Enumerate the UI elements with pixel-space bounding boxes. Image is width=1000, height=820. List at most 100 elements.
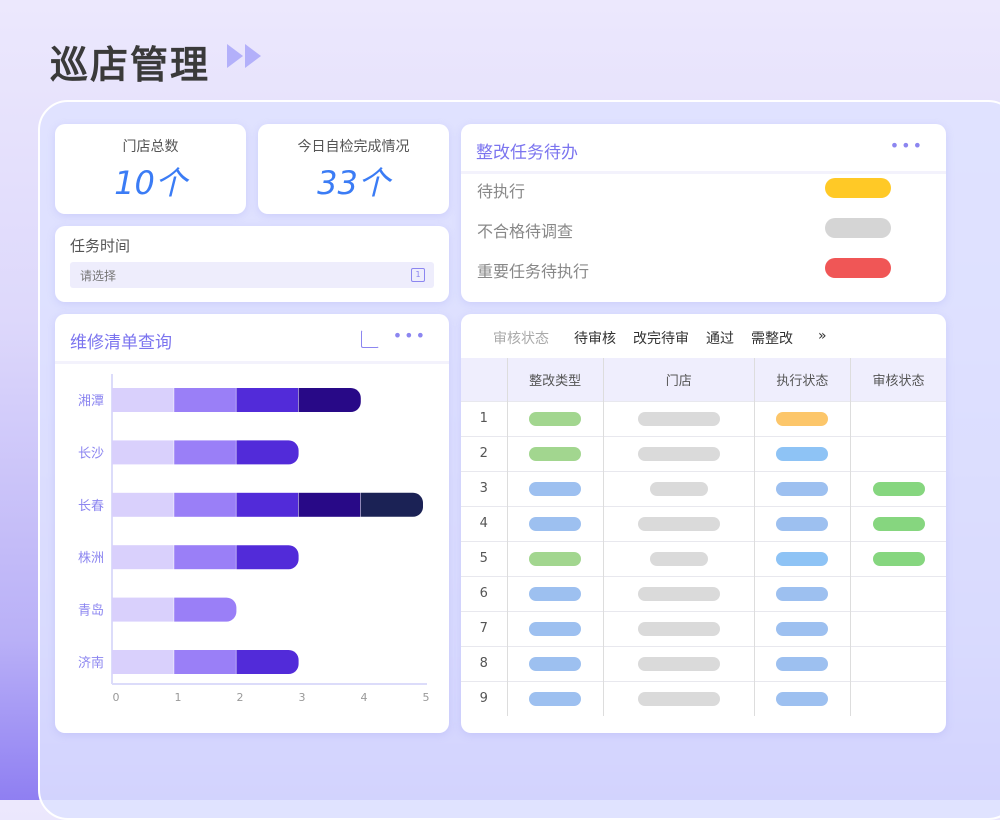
y-tick-label: 长春 (78, 499, 104, 514)
column-header: 审核状态 (850, 358, 946, 401)
todo-label: 重要任务待执行 (477, 262, 590, 281)
date-picker[interactable]: 请选择 1 (70, 262, 434, 288)
status-pill (776, 446, 829, 461)
row-number: 3 (461, 470, 507, 506)
bar-segment[interactable] (112, 597, 174, 622)
x-tick-label: 1 (175, 691, 182, 704)
status-pill (776, 586, 829, 601)
bar-segment[interactable] (236, 492, 299, 517)
y-tick-label: 长沙 (78, 446, 104, 461)
row-number: 4 (461, 505, 507, 541)
row-number: 5 (461, 540, 507, 576)
status-pill (776, 691, 829, 706)
todo-label: 不合格待调查 (477, 222, 574, 241)
row-number: 2 (461, 435, 507, 471)
more-tabs-button[interactable]: » (818, 328, 827, 344)
repair-title: 维修清单查询 (70, 333, 172, 353)
tab-pending[interactable]: 待审核 (574, 331, 616, 347)
tab-passed[interactable]: 通过 (706, 331, 734, 347)
status-pill (529, 446, 582, 461)
status-pill (529, 516, 582, 531)
bar-segment[interactable] (174, 650, 236, 674)
bar-segment[interactable] (236, 650, 299, 674)
table-row[interactable]: 4 (461, 505, 946, 541)
status-pill (529, 586, 582, 601)
page-title: 巡店管理 (50, 43, 211, 87)
task-time-label: 任务时间 (70, 237, 131, 255)
row-number: 1 (461, 400, 507, 436)
bar-segment[interactable] (112, 545, 174, 570)
stat-label: 门店总数 (122, 139, 179, 155)
x-tick-label: 4 (361, 691, 368, 704)
bar-segment[interactable] (174, 388, 236, 412)
x-tick-label: 5 (423, 691, 430, 704)
status-pill (649, 551, 708, 566)
table-row[interactable]: 6 (461, 575, 946, 611)
status-pill (637, 411, 720, 426)
audit-filter-label: 审核状态 (493, 331, 549, 347)
table-row[interactable]: 3 (461, 470, 946, 506)
row-number: 7 (461, 610, 507, 646)
date-placeholder: 请选择 (80, 269, 117, 283)
bar-segment[interactable] (112, 650, 174, 674)
bar-segment[interactable] (236, 545, 299, 570)
todo-status-pill (825, 258, 891, 278)
todo-status-pill (825, 178, 891, 198)
column-header (461, 358, 507, 401)
share-icon[interactable] (361, 330, 379, 348)
bar-segment[interactable] (360, 492, 423, 517)
table-row[interactable]: 1 (461, 400, 946, 436)
status-pill (637, 446, 720, 461)
status-pill (649, 481, 708, 496)
tab-need-fix[interactable]: 需整改 (751, 331, 793, 347)
double-play-icon (227, 44, 261, 68)
status-pill (637, 516, 720, 531)
y-tick-label: 株洲 (78, 551, 104, 566)
bar-segment[interactable] (112, 492, 174, 517)
bar-segment[interactable] (236, 388, 299, 412)
table-row[interactable]: 5 (461, 540, 946, 576)
x-tick-label: 2 (237, 691, 244, 704)
table-row[interactable]: 2 (461, 435, 946, 471)
bar-segment[interactable] (174, 440, 236, 465)
todo-card: 整改任务待办 ••• 待执行 不合格待调查 重要任务待执行 (461, 124, 946, 302)
status-pill (637, 656, 720, 671)
todo-label: 待执行 (477, 182, 526, 201)
status-pill (776, 411, 829, 426)
table-row[interactable]: 7 (461, 610, 946, 646)
table-row[interactable]: 8 (461, 645, 946, 681)
self-check-card: 今日自检完成情况 33个 (258, 124, 449, 214)
tab-done-pending[interactable]: 改完待审 (633, 331, 689, 347)
x-tick-label: 0 (113, 691, 120, 704)
table-row[interactable]: 9 (461, 680, 946, 716)
column-header: 门店 (602, 358, 755, 401)
row-number: 8 (461, 645, 507, 681)
todo-item[interactable]: 重要任务待执行 (477, 258, 891, 281)
task-time-card: 任务时间 请选择 1 (55, 226, 449, 302)
bar-segment[interactable] (298, 388, 361, 412)
status-pill (776, 656, 829, 671)
row-number: 6 (461, 575, 507, 611)
status-pill (872, 516, 925, 531)
more-icon[interactable]: ••• (889, 136, 924, 155)
bar-segment[interactable] (298, 492, 361, 517)
status-pill (637, 691, 720, 706)
bar-segment[interactable] (174, 597, 237, 622)
x-tick-label: 3 (299, 691, 306, 704)
bar-segment[interactable] (236, 440, 299, 465)
todo-item[interactable]: 不合格待调查 (477, 218, 891, 241)
bar-segment[interactable] (174, 545, 236, 570)
row-number: 9 (461, 680, 507, 716)
stat-label: 今日自检完成情况 (297, 139, 410, 155)
bar-segment[interactable] (174, 492, 236, 517)
bar-segment[interactable] (112, 388, 174, 412)
bar-segment[interactable] (112, 440, 174, 465)
store-count-card: 门店总数 10个 (55, 124, 246, 214)
calendar-icon[interactable]: 1 (411, 268, 425, 282)
todo-item[interactable]: 待执行 (477, 178, 891, 201)
repair-card: 维修清单查询 ••• 湘潭 长沙 长春 株洲 青岛 济南 0 1 2 3 4 5 (55, 314, 449, 733)
status-pill (776, 551, 829, 566)
more-icon[interactable]: ••• (392, 326, 427, 345)
